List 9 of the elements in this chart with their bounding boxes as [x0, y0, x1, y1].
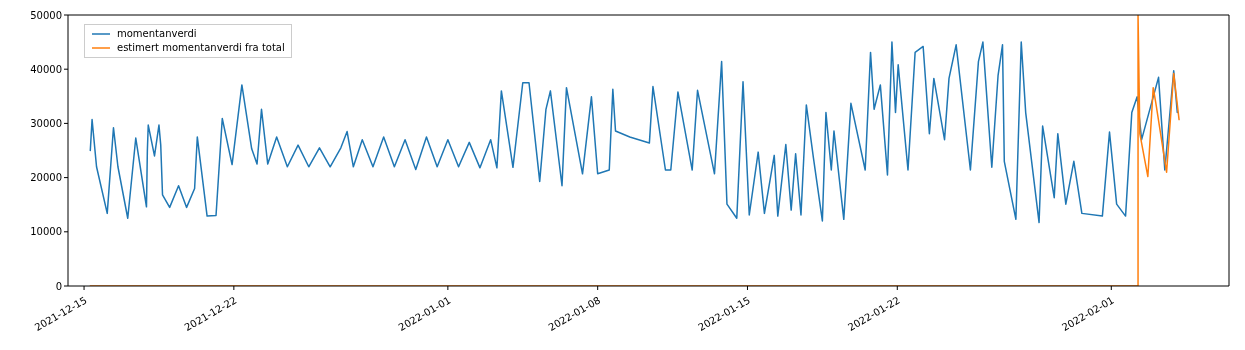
y-tick-label: 50000 — [30, 9, 62, 21]
legend-label: estimert momentanverdi fra total — [117, 41, 285, 55]
legend-label: momentanverdi — [117, 27, 197, 41]
line-series — [89, 41, 1179, 224]
y-tick-label: 0 — [55, 280, 62, 292]
y-tick-label: 20000 — [30, 172, 62, 184]
y-tick-label: 10000 — [30, 226, 62, 238]
y-tick-label: 40000 — [30, 63, 62, 75]
y-tick-label: 30000 — [30, 117, 62, 129]
